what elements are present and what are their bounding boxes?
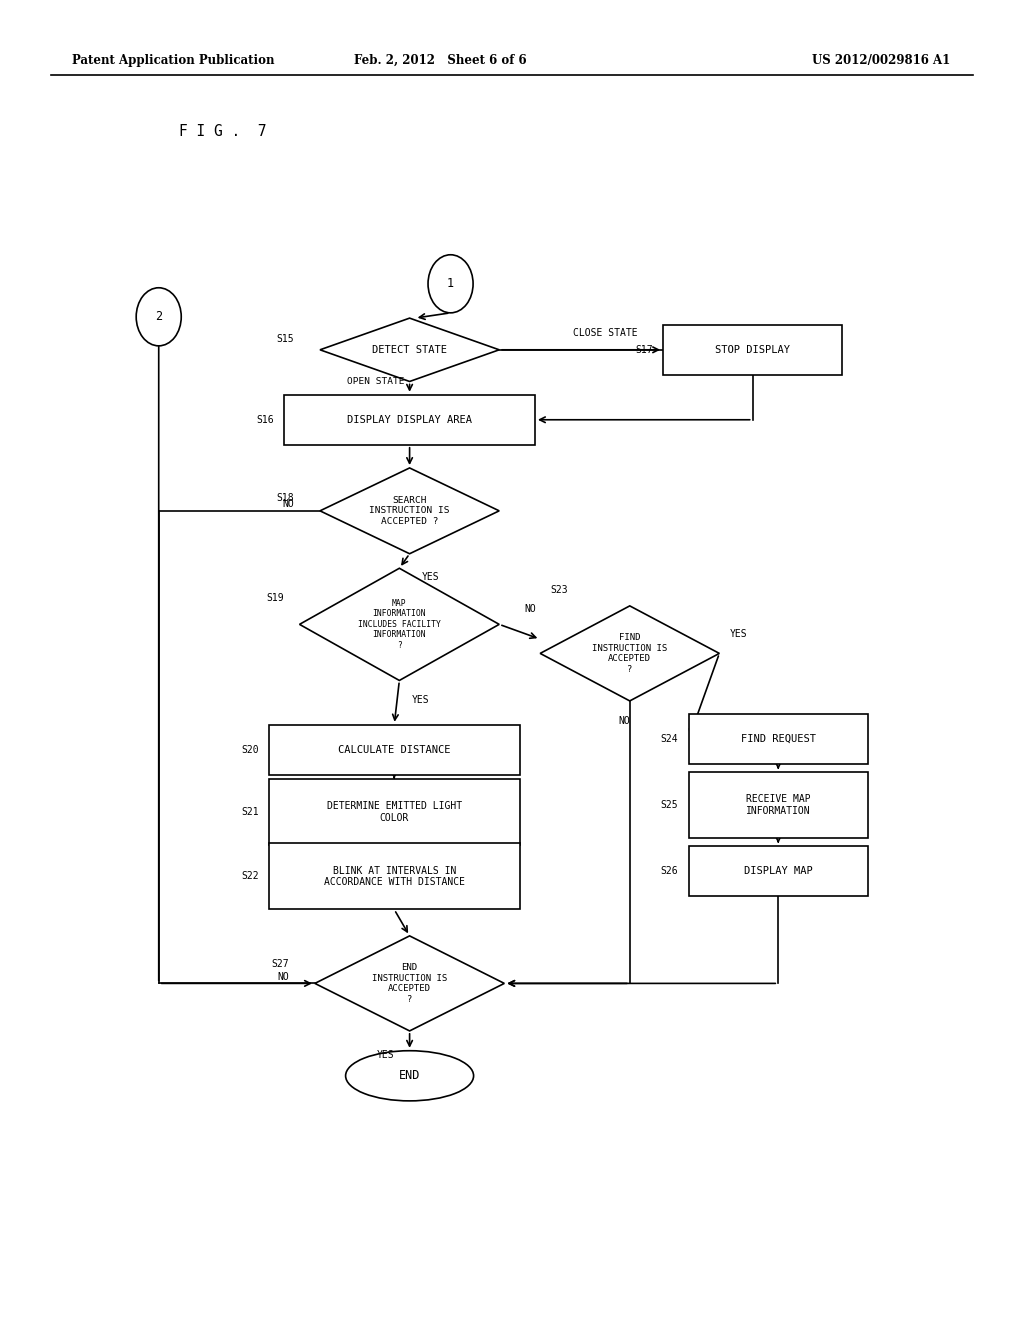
Text: YES: YES (422, 573, 439, 582)
FancyBboxPatch shape (688, 714, 867, 764)
Text: YES: YES (729, 628, 748, 639)
Polygon shape (541, 606, 719, 701)
Text: OPEN STATE: OPEN STATE (347, 378, 404, 385)
Text: S26: S26 (660, 866, 678, 876)
Circle shape (136, 288, 181, 346)
Text: FIND REQUEST: FIND REQUEST (740, 734, 816, 744)
Text: DETERMINE EMITTED LIGHT
COLOR: DETERMINE EMITTED LIGHT COLOR (327, 801, 462, 822)
Text: NO: NO (283, 499, 295, 510)
Text: S20: S20 (241, 744, 258, 755)
Text: S19: S19 (266, 593, 284, 603)
Text: DISPLAY DISPLAY AREA: DISPLAY DISPLAY AREA (347, 414, 472, 425)
Text: YES: YES (412, 696, 429, 705)
Circle shape (428, 255, 473, 313)
Polygon shape (319, 318, 500, 381)
Text: NO: NO (525, 603, 537, 614)
Text: DISPLAY MAP: DISPLAY MAP (743, 866, 813, 876)
Text: SEARCH
INSTRUCTION IS
ACCEPTED ?: SEARCH INSTRUCTION IS ACCEPTED ? (370, 496, 450, 525)
Text: Feb. 2, 2012   Sheet 6 of 6: Feb. 2, 2012 Sheet 6 of 6 (354, 54, 526, 67)
FancyBboxPatch shape (664, 325, 842, 375)
Text: S23: S23 (551, 585, 568, 595)
FancyBboxPatch shape (285, 395, 535, 445)
Text: CLOSE STATE: CLOSE STATE (573, 327, 638, 338)
FancyBboxPatch shape (268, 725, 520, 775)
Ellipse shape (346, 1051, 473, 1101)
Text: END
INSTRUCTION IS
ACCEPTED
?: END INSTRUCTION IS ACCEPTED ? (372, 964, 447, 1003)
FancyBboxPatch shape (688, 846, 867, 896)
FancyBboxPatch shape (268, 843, 520, 909)
Text: S27: S27 (271, 958, 289, 969)
Text: CALCULATE DISTANCE: CALCULATE DISTANCE (338, 744, 451, 755)
Text: BLINK AT INTERVALS IN
ACCORDANCE WITH DISTANCE: BLINK AT INTERVALS IN ACCORDANCE WITH DI… (324, 866, 465, 887)
Text: END: END (399, 1069, 420, 1082)
FancyBboxPatch shape (268, 779, 520, 845)
Polygon shape (299, 568, 500, 681)
Polygon shape (319, 469, 500, 554)
Polygon shape (315, 936, 505, 1031)
Text: S16: S16 (256, 414, 274, 425)
Text: S18: S18 (276, 492, 295, 503)
FancyBboxPatch shape (688, 772, 867, 838)
Text: S21: S21 (241, 807, 258, 817)
Text: Patent Application Publication: Patent Application Publication (72, 54, 274, 67)
Text: FIND
INSTRUCTION IS
ACCEPTED
?: FIND INSTRUCTION IS ACCEPTED ? (592, 634, 668, 673)
Text: DETECT STATE: DETECT STATE (372, 345, 447, 355)
Text: 1: 1 (447, 277, 454, 290)
Text: S25: S25 (660, 800, 678, 810)
Text: S17: S17 (635, 345, 653, 355)
Text: NO: NO (278, 972, 289, 982)
Text: NO: NO (618, 715, 631, 726)
Text: S15: S15 (276, 334, 295, 345)
Text: STOP DISPLAY: STOP DISPLAY (715, 345, 791, 355)
Text: S22: S22 (241, 871, 258, 882)
Text: MAP
INFORMATION
INCLUDES FACILITY
INFORMATION
?: MAP INFORMATION INCLUDES FACILITY INFORM… (358, 599, 440, 649)
Text: YES: YES (377, 1049, 394, 1060)
Text: 2: 2 (156, 310, 162, 323)
Text: S24: S24 (660, 734, 678, 744)
Text: US 2012/0029816 A1: US 2012/0029816 A1 (811, 54, 950, 67)
Text: F I G .  7: F I G . 7 (179, 124, 266, 140)
Text: RECEIVE MAP
INFORMATION: RECEIVE MAP INFORMATION (745, 795, 811, 816)
